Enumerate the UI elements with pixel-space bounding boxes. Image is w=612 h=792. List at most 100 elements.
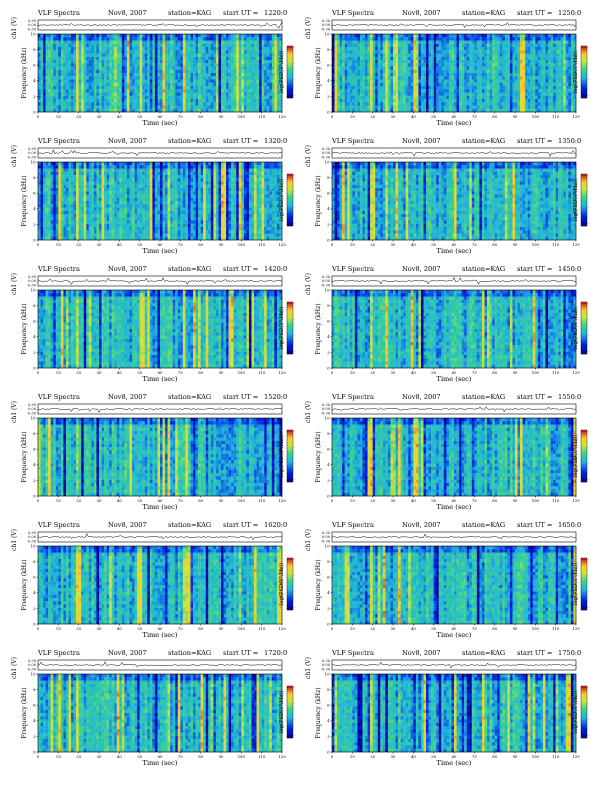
heatmap-cell [241, 105, 245, 109]
freq-tick-label: 6 [327, 63, 330, 68]
heatmap-cell [129, 53, 133, 57]
heatmap-cell [40, 99, 44, 103]
heatmap-cell [367, 95, 371, 100]
heatmap-cell [555, 56, 559, 61]
heatmap-cell [185, 73, 189, 77]
heatmap-cell [550, 60, 554, 64]
heatmap-cell [205, 56, 209, 61]
heatmap-cell [332, 34, 335, 38]
heatmap-cell [149, 73, 153, 77]
heatmap-cell [474, 79, 478, 83]
heatmap-cell [433, 73, 437, 77]
heatmap-cell [170, 53, 173, 57]
heatmap-cell [215, 40, 219, 44]
heatmap-cell [517, 95, 521, 100]
heatmap-cell [532, 79, 536, 83]
heatmap-cell [497, 50, 500, 54]
heatmap-cell [142, 60, 145, 64]
heatmap-cell [215, 69, 219, 74]
heatmap-cell [362, 56, 366, 61]
heatmap-cell [515, 66, 518, 70]
heatmap-cell [484, 50, 488, 54]
heatmap-cell [243, 47, 247, 51]
heatmap-cell [93, 92, 97, 96]
heatmap-cell [535, 37, 539, 41]
heatmap-cell [274, 108, 278, 113]
heatmap-cell [481, 82, 485, 87]
heatmap-cell [200, 89, 204, 93]
heatmap-cell [170, 37, 173, 41]
heatmap-cell [205, 63, 209, 67]
heatmap-cell [489, 105, 493, 109]
heatmap-cell [111, 37, 115, 41]
heatmap-cell [276, 86, 280, 90]
heatmap-cell [251, 89, 255, 93]
heatmap-cell [558, 50, 561, 54]
heatmap-cell [256, 56, 260, 61]
heatmap-cell [385, 95, 389, 100]
heatmap-cell [349, 108, 353, 113]
heatmap-cell [540, 76, 544, 80]
heatmap-cell [48, 204, 51, 208]
heatmap-cell [65, 56, 69, 61]
heatmap-cell [443, 99, 447, 103]
heatmap-cell [349, 99, 353, 103]
heatmap-cell [175, 108, 178, 113]
heatmap-cell [246, 105, 250, 109]
heatmap-cell [63, 69, 67, 74]
heatmap-cell [276, 66, 280, 70]
time-tick-label: 20 [76, 114, 81, 119]
heatmap-cell [246, 102, 250, 106]
heatmap-cell [218, 66, 222, 70]
time-axis-label: Time (sec) [143, 119, 178, 127]
heatmap-cell [370, 89, 373, 93]
heatmap-cell [464, 43, 467, 48]
heatmap-cell [223, 89, 227, 93]
heatmap-cell [276, 60, 280, 64]
heatmap-cell [185, 37, 189, 41]
heatmap-cell [55, 188, 59, 192]
heatmap-cell [93, 56, 97, 61]
heatmap-cell [198, 66, 201, 70]
heatmap-cell [438, 50, 442, 54]
heatmap-cell [385, 50, 389, 54]
heatmap-cell [344, 34, 348, 38]
heatmap-cell [233, 79, 237, 83]
heatmap-cell [126, 89, 130, 93]
heatmap-cell [126, 69, 130, 74]
heatmap-cell [550, 108, 554, 113]
heatmap-cell [372, 47, 376, 51]
heatmap-cell [256, 69, 260, 74]
heatmap-cell [512, 34, 516, 38]
heatmap-cell [266, 92, 270, 96]
heatmap-cell [177, 34, 181, 38]
heatmap-cell [413, 63, 417, 67]
panel-start-time: 1250:0 [558, 9, 581, 17]
heatmap-cell [137, 89, 140, 93]
heatmap-cell [104, 66, 107, 70]
heatmap-cell [213, 86, 217, 90]
heatmap-cell [420, 56, 424, 61]
heatmap-cell [550, 53, 554, 57]
heatmap-cell [385, 63, 389, 67]
heatmap-cell [162, 47, 166, 51]
heatmap-cell [55, 233, 59, 237]
heatmap-cell [540, 66, 544, 70]
heatmap-cell [344, 43, 348, 48]
heatmap-cell [464, 89, 467, 93]
heatmap-cell [200, 95, 204, 100]
heatmap-cell [101, 60, 105, 64]
heatmap-cell [487, 50, 490, 54]
heatmap-cell [542, 56, 546, 61]
heatmap-cell [241, 99, 245, 103]
heatmap-cell [259, 66, 262, 70]
heatmap-cell [162, 43, 166, 48]
heatmap-cell [512, 105, 516, 109]
heatmap-cell [466, 92, 470, 96]
heatmap-cell [266, 76, 270, 80]
heatmap-cell [443, 95, 447, 100]
heatmap-cell [231, 40, 234, 44]
heatmap-cell [50, 43, 54, 48]
heatmap-cell [357, 34, 361, 38]
heatmap-cell [223, 99, 227, 103]
